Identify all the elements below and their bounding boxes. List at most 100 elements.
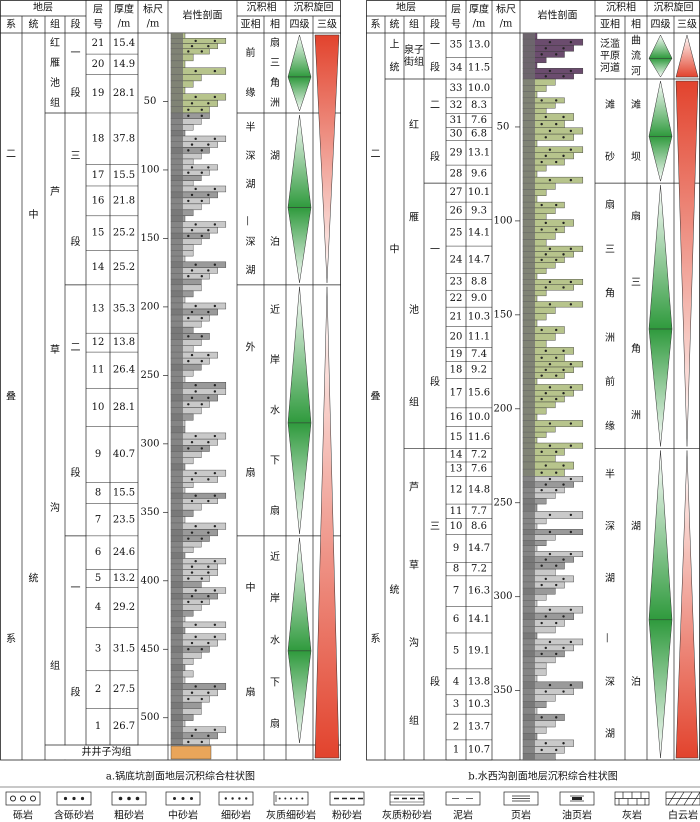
member-label: 一段	[430, 244, 440, 388]
legend-pattern	[231, 797, 234, 800]
header-facies: 沉积相	[247, 1, 277, 14]
grain-dot	[213, 304, 217, 308]
grain-dot	[548, 386, 552, 389]
grain-dot	[555, 99, 558, 102]
grain-dot	[213, 390, 217, 393]
grain-dot	[569, 608, 573, 611]
grain-dot	[207, 166, 210, 169]
cycle-triangle	[648, 185, 673, 330]
header-thickness: 厚度	[114, 3, 134, 16]
grain-dot	[194, 39, 197, 43]
grain-dot	[187, 275, 190, 278]
layer-number: 22	[450, 293, 463, 304]
grain-dot	[207, 353, 210, 357]
layer-number: 31	[450, 115, 463, 126]
header-system: 系	[371, 19, 381, 31]
layer-number: 12	[450, 485, 463, 496]
scale-label: 300	[493, 591, 512, 602]
grain-dot	[207, 595, 210, 598]
scale-label: 100	[140, 164, 159, 175]
grain-dot	[207, 143, 210, 146]
layer-number: 9	[453, 543, 459, 554]
grain-dot	[555, 471, 558, 474]
grain-dot	[213, 384, 217, 387]
header-facies-type: 相	[270, 18, 280, 31]
subfacies-label: 前缘	[246, 45, 256, 98]
grain-dot	[544, 742, 547, 745]
cycle-triangle	[648, 136, 673, 182]
layer-thickness: 7.6	[471, 464, 487, 475]
grain-dot	[207, 229, 210, 232]
grain-dot	[540, 583, 543, 587]
scale-label: 50	[144, 96, 157, 107]
grain-dot	[548, 422, 552, 425]
grain-dot	[548, 683, 552, 687]
grain-dot	[540, 53, 543, 56]
grain-dot	[200, 577, 203, 580]
layer-thickness: 31.5	[113, 644, 135, 655]
grain-dot	[548, 129, 552, 133]
grain-dot	[200, 275, 203, 278]
layer-number: 9	[95, 449, 101, 460]
grain-dot	[194, 263, 197, 266]
formation-label: 泉子街组	[404, 43, 424, 68]
system-label: 二叠系	[6, 149, 16, 645]
base-bed	[170, 745, 212, 760]
legend-pattern	[173, 797, 176, 800]
layer-thickness: 15.5	[113, 488, 135, 499]
header-third: 三级	[317, 19, 337, 31]
grain-dot	[544, 558, 547, 561]
grain-dot	[569, 280, 573, 284]
legend-swatch	[445, 791, 481, 806]
member-label: 三段	[430, 521, 440, 688]
layer-number: 16	[450, 412, 463, 423]
grain-dot	[194, 635, 197, 639]
grain-dot	[187, 149, 190, 152]
legend-label: 粗砂岩	[114, 809, 144, 822]
layer-thickness: 11.6	[468, 432, 490, 443]
layer-number: 15	[450, 432, 463, 443]
cycle-triangle	[648, 328, 673, 447]
grain-dot	[194, 471, 197, 475]
grain-dot	[569, 40, 573, 44]
base-formation-label: 井井子沟组	[82, 745, 132, 758]
grain-dot	[213, 589, 217, 592]
cycle-triangle	[648, 34, 673, 59]
grain-dot	[194, 223, 197, 226]
legend-label: 灰岩	[622, 809, 642, 822]
grain-dot	[190, 565, 194, 568]
grain-dot	[200, 108, 203, 111]
grain-dot	[562, 286, 565, 289]
header-stratum: 地层	[33, 1, 53, 14]
rule	[675, 798, 681, 806]
layer-thickness: 10.0	[468, 83, 490, 94]
scale-label: 300	[140, 438, 159, 449]
grain-dot	[544, 690, 547, 693]
grain-dot	[213, 559, 217, 563]
layer-thickness: 7.4	[471, 349, 487, 360]
grain-dot	[200, 234, 203, 238]
grain-dot	[555, 258, 558, 262]
grain-dot	[194, 589, 197, 592]
header-thickness-unit: /m	[118, 19, 131, 30]
layer-number: 12	[92, 337, 105, 348]
grain-dot	[207, 565, 210, 568]
grain-dot	[200, 50, 203, 53]
grain-dot	[190, 44, 194, 48]
layer-number: 8	[95, 488, 101, 499]
cycle-triangle	[314, 286, 340, 759]
legend-pattern	[181, 797, 185, 800]
grain-dot	[194, 384, 197, 387]
scale-label: 250	[140, 370, 159, 381]
header-scale: 标尺	[143, 4, 163, 16]
grain-dot	[190, 734, 194, 738]
layer-thickness: 9.2	[471, 364, 487, 375]
legend-pattern	[30, 795, 36, 802]
grain-dot	[569, 513, 573, 517]
layer-thickness: 25.2	[113, 262, 135, 273]
grain-dot	[562, 558, 565, 561]
grain-dot	[569, 444, 573, 447]
grain-dot	[213, 685, 217, 688]
layer-thickness: 27.5	[113, 684, 135, 695]
